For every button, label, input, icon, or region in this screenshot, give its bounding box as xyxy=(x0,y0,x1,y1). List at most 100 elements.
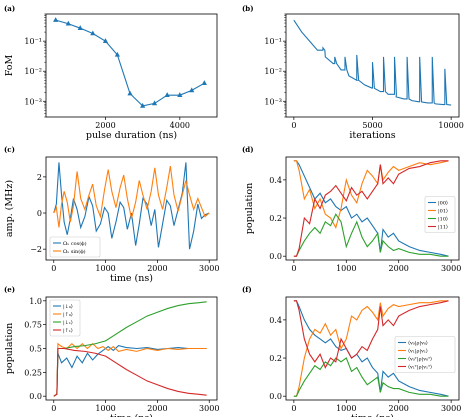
series-line-2 xyxy=(53,342,207,397)
x-axis-label: time (ns) xyxy=(110,273,153,284)
chart-panel-5: (e) 0 1000 2000 3000 0.0 0.25 0.5 0.75 1.0 time (n… xyxy=(4,285,219,417)
y-tick-label: 0.0 xyxy=(29,392,42,401)
x-tick-label: 2000 xyxy=(389,264,409,273)
chart-panel-1: (a) 2000 4000 10⁻³ 10⁻² 10⁻¹ pulse duration (n… xyxy=(4,4,218,141)
panel-label: (d) xyxy=(242,145,254,154)
y-tick-label: 10⁻³ xyxy=(24,97,42,106)
series-line-4 xyxy=(293,160,449,257)
series-line-3 xyxy=(293,357,449,397)
y-axis-label: population xyxy=(4,323,15,374)
data-point xyxy=(114,51,120,57)
y-axis-label: FoM xyxy=(4,54,15,76)
y-axis-label: amp. (MHz) xyxy=(4,180,15,237)
legend-label: Ωₓ sin(ϕ) xyxy=(63,248,86,255)
x-tick-label: 3000 xyxy=(441,404,461,413)
legend-label: |↑₀⟩ xyxy=(63,312,73,318)
x-tick-label: 3000 xyxy=(199,264,219,273)
series-line-2 xyxy=(53,165,210,228)
legend-label: ⟨v₁|ρ|v₁⟩ xyxy=(408,348,428,354)
series-line-3 xyxy=(293,213,449,257)
series-line-4 xyxy=(53,347,207,397)
legend-label: ⟨v₁ᵀ|ρ|v₁ᵀ⟩ xyxy=(408,364,432,370)
x-tick-label: 0 xyxy=(51,404,56,413)
x-tick-label: 1000 xyxy=(336,264,356,273)
x-tick-label: 0 xyxy=(291,404,296,413)
y-tick-label: 0.2 xyxy=(269,214,282,223)
x-tick-label: 0 xyxy=(51,264,56,273)
x-axis-label: iterations xyxy=(349,130,395,141)
panel-label: (e) xyxy=(4,285,15,294)
plot-frame xyxy=(285,156,460,261)
panel-label: (b) xyxy=(242,4,254,13)
series-line-4 xyxy=(293,300,449,369)
x-tick-label: 10000 xyxy=(438,121,463,130)
series-line-2 xyxy=(293,300,449,397)
data-point xyxy=(151,100,158,106)
y-tick-label: 10⁻¹ xyxy=(24,37,42,46)
y-tick-label: −2 xyxy=(30,245,42,254)
x-tick-label: 1000 xyxy=(336,404,356,413)
legend-label: ⟨v₀|ρ|v₀⟩ xyxy=(408,340,428,346)
y-tick-label: 10⁻¹ xyxy=(264,37,282,46)
plot-frame xyxy=(45,13,218,118)
legend-box xyxy=(394,336,456,373)
y-tick-label: 10⁻² xyxy=(264,67,282,76)
chart-panel-3: (c) 0 1000 2000 3000 −2 0 2 time (ns) amp. (MHz) Ω… xyxy=(4,145,219,284)
data-point xyxy=(65,20,71,26)
data-point xyxy=(164,92,170,97)
data-point xyxy=(189,87,195,93)
legend-box xyxy=(424,196,456,233)
x-tick-label: 4000 xyxy=(170,121,190,130)
panel-label: (c) xyxy=(4,145,15,154)
x-tick-label: 2000 xyxy=(147,264,167,273)
y-tick-label: 0.25 xyxy=(24,368,42,377)
legend-label: |10⟩ xyxy=(438,216,448,222)
x-axis-label: pulse duration (ns) xyxy=(86,130,177,141)
x-axis-label: time (ns) xyxy=(110,413,153,417)
legend-box xyxy=(49,299,81,337)
panel-label: (f) xyxy=(242,285,252,294)
y-tick-label: 0.4 xyxy=(269,316,282,325)
y-tick-label: 0 xyxy=(37,209,42,218)
x-tick-label: 2000 xyxy=(389,404,409,413)
x-tick-label: 5000 xyxy=(362,121,382,130)
legend-label: |↓₀⟩ xyxy=(63,304,73,310)
legend-label: |↑₁⟩ xyxy=(63,328,73,334)
x-tick-label: 1000 xyxy=(95,404,115,413)
x-tick-label: 3000 xyxy=(441,264,461,273)
legend-label: |11⟩ xyxy=(438,224,448,230)
plot-frame xyxy=(285,296,460,401)
series-line-1 xyxy=(293,300,449,397)
legend-label: |01⟩ xyxy=(438,208,448,214)
data-point xyxy=(102,38,109,43)
x-tick-label: 2000 xyxy=(95,121,115,130)
data-point xyxy=(201,80,207,85)
panel-label: (a) xyxy=(4,4,15,13)
series-line-1 xyxy=(53,345,207,397)
chart-panel-4: (d) 0 1000 2000 3000 0.0 0.2 0.4 population |00⟩ |… xyxy=(242,145,461,273)
x-tick-label: 2000 xyxy=(147,404,167,413)
y-tick-label: 0.75 xyxy=(24,321,42,330)
y-tick-label: 0.5 xyxy=(29,345,42,354)
x-tick-label: 0 xyxy=(291,264,296,273)
legend-label: |↓₁⟩ xyxy=(63,320,73,326)
legend-label: ⟨v₀ᵀ|ρ|v₀ᵀ⟩ xyxy=(408,356,432,362)
y-tick-label: 0.0 xyxy=(269,392,282,401)
data-point xyxy=(77,25,83,30)
legend-label: Ωₓ cos(ϕ) xyxy=(63,240,87,247)
plot-frame xyxy=(45,156,218,261)
x-tick-label: 1000 xyxy=(95,264,115,273)
y-tick-label: 1.0 xyxy=(29,297,42,306)
y-axis-label: population xyxy=(244,183,255,234)
series-line-1 xyxy=(293,160,449,257)
data-point xyxy=(53,17,59,22)
data-point xyxy=(140,102,146,108)
chart-panel-2: (b) 0 5000 10000 10⁻³ 10⁻² 10⁻¹ iterations xyxy=(242,4,464,141)
data-point xyxy=(90,30,96,36)
y-tick-label: 0.0 xyxy=(269,252,282,261)
data-point xyxy=(177,92,183,97)
series-line-1 xyxy=(293,19,452,106)
x-tick-label: 0 xyxy=(291,121,296,130)
legend-label: |00⟩ xyxy=(438,200,448,206)
